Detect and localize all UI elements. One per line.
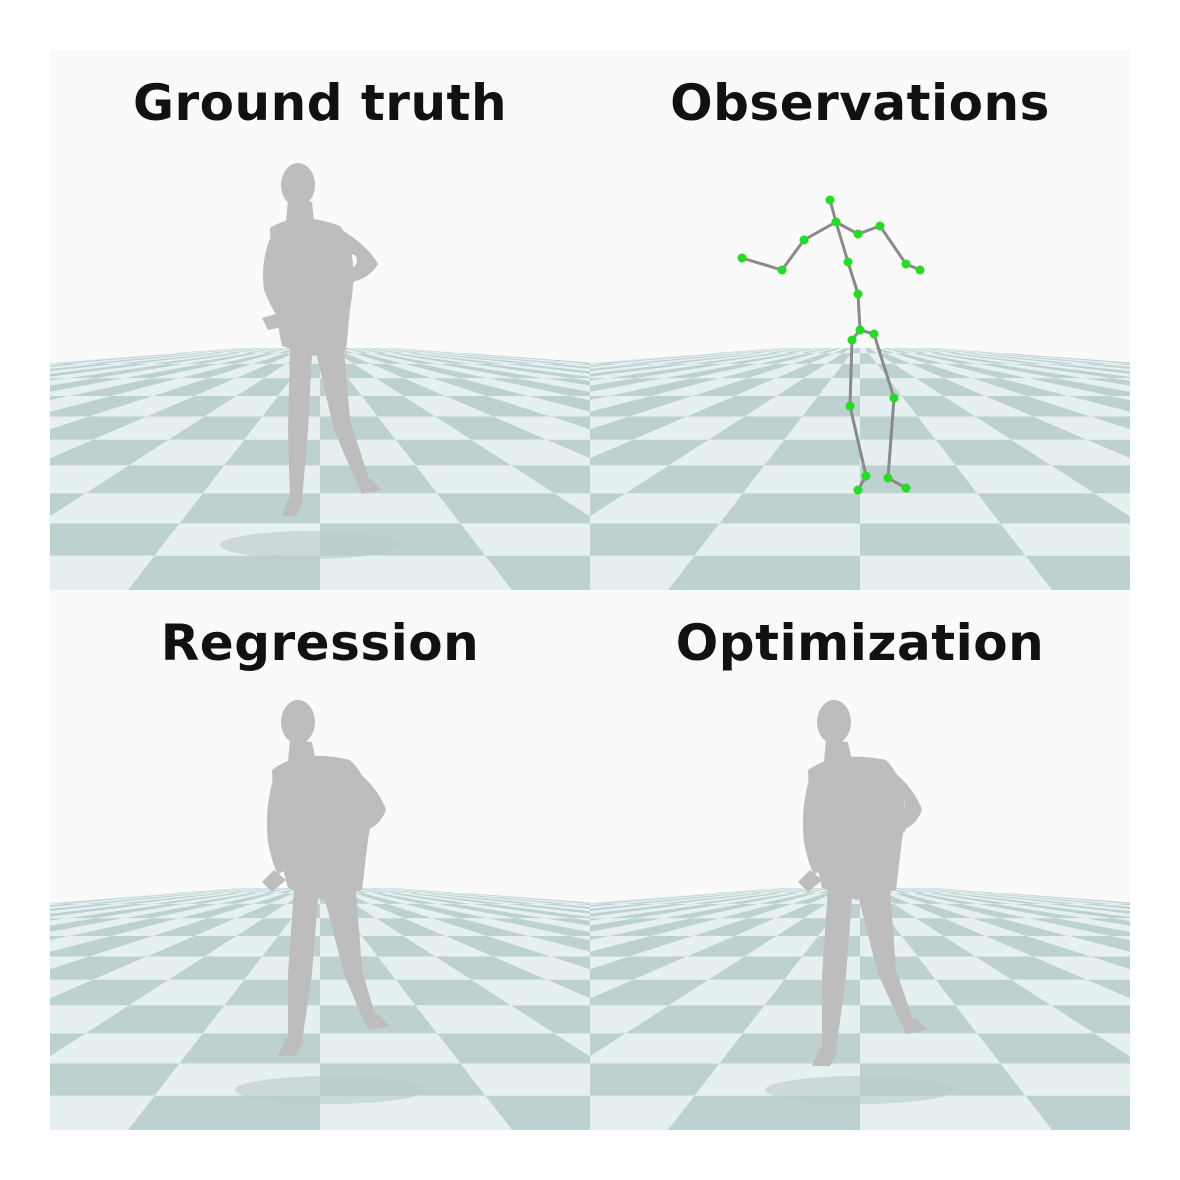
panel-observations: Observations — [590, 50, 1130, 590]
skeleton-joint — [901, 483, 911, 493]
panel-optimization: Optimization — [590, 590, 1130, 1130]
skeleton-joint — [799, 235, 809, 245]
skeleton-bone — [780, 238, 806, 272]
panel-regression: Regression — [50, 590, 590, 1130]
skeleton-joint — [861, 471, 871, 481]
skeleton-joint — [883, 473, 893, 483]
skeleton-joint — [855, 325, 865, 335]
skeleton-joint — [853, 229, 863, 239]
skeleton-bone — [848, 338, 854, 408]
panel-ground-truth: Ground truth — [50, 50, 590, 590]
panel-title: Regression — [160, 614, 480, 672]
skeleton-joint — [901, 259, 911, 269]
skeleton-bone — [856, 292, 862, 332]
skeleton-bone — [740, 256, 784, 272]
skeleton-joint — [853, 485, 863, 495]
panel-title: Ground truth — [132, 74, 508, 132]
skeleton-bone — [846, 260, 860, 296]
skeleton-joint — [831, 217, 841, 227]
skeleton-joint — [915, 265, 925, 275]
body-mesh-optimization — [765, 700, 955, 1104]
skeleton-bone — [886, 396, 896, 480]
skeleton-bones — [740, 198, 922, 492]
skeleton-observations — [737, 195, 925, 495]
skeleton-joint — [847, 335, 857, 345]
skeleton-joint — [843, 257, 853, 267]
skeleton-joint — [889, 393, 899, 403]
skeleton-joint — [853, 289, 863, 299]
skeleton-joint — [737, 253, 747, 263]
skeleton-bone — [848, 404, 868, 478]
skeleton-joint — [845, 401, 855, 411]
figure-grid: Ground truth — [50, 50, 1130, 1130]
skeleton-joint — [875, 221, 885, 231]
skeleton-bone — [878, 224, 908, 266]
checkerboard-floor — [50, 50, 590, 590]
skeleton-bone — [872, 332, 896, 400]
skeleton-joints — [737, 195, 925, 495]
panel-title: Observations — [670, 74, 1050, 132]
skeleton-joint — [825, 195, 835, 205]
skeleton-bone — [834, 220, 850, 264]
skeleton-bone — [802, 220, 838, 242]
body-mesh-ground-truth — [220, 163, 400, 559]
skeleton-joint — [869, 329, 879, 339]
skeleton-joint — [777, 265, 787, 275]
body-mesh-regression — [235, 700, 425, 1104]
panel-title: Optimization — [675, 614, 1045, 672]
